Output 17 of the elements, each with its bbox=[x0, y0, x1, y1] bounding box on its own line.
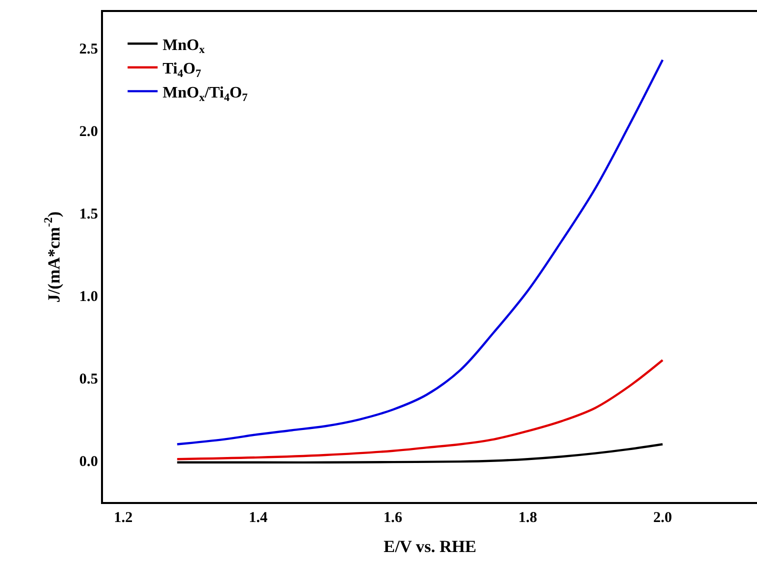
y-tick-label: 2.5 bbox=[79, 42, 98, 58]
line-series bbox=[176, 359, 664, 460]
y-tick-label: 2.0 bbox=[79, 124, 98, 140]
legend-label: MnO$_{x}$/Ti$_{4}$O$_{7}$ bbox=[162, 84, 248, 104]
legend-label: Ti$_{4}$O$_{7}$ bbox=[162, 60, 202, 80]
line-series bbox=[176, 443, 664, 464]
x-axis-title: E/V vs. RHE bbox=[384, 536, 476, 556]
x-tick-label: 1.2 bbox=[114, 510, 133, 526]
y-tick-label: 0.5 bbox=[79, 372, 98, 388]
legend-label: MnO$_{x}$ bbox=[162, 36, 206, 56]
y-tick-label: 1.5 bbox=[79, 206, 98, 223]
y-tick-label: 1.0 bbox=[79, 289, 98, 306]
x-tick-label: 1.8 bbox=[518, 510, 538, 526]
y-tick-label: 0.0 bbox=[79, 454, 98, 470]
x-tick-label: 2.0 bbox=[653, 510, 672, 526]
x-tick-label: 1.6 bbox=[384, 510, 403, 526]
x-tick-label: 1.4 bbox=[248, 510, 268, 526]
